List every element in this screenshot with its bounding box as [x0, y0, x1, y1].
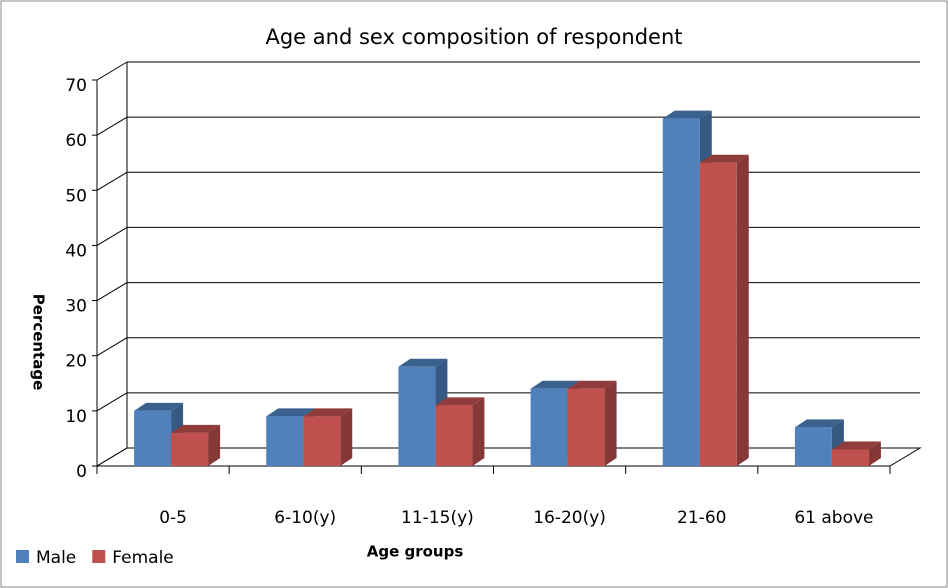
bar-front	[134, 410, 172, 466]
bar	[303, 408, 353, 466]
x-tick-label: 21-60	[677, 508, 726, 528]
grid-line	[96, 171, 128, 191]
bar-front	[567, 388, 605, 466]
bar-top	[831, 441, 881, 450]
bar-front	[699, 162, 737, 466]
bar-top	[171, 424, 221, 433]
bar	[435, 397, 485, 466]
bar-top	[266, 408, 316, 417]
y-axis-title: Percentage	[30, 294, 48, 391]
legend-label: Male	[36, 548, 76, 568]
bar-top	[134, 402, 184, 411]
legend-label: Female	[112, 548, 173, 568]
x-tick-label: 16-20(y)	[533, 508, 606, 528]
bar-top	[530, 380, 580, 389]
grid-line	[96, 282, 128, 302]
x-tick-label: 61 above	[794, 508, 873, 528]
y-tick-label: 10	[65, 407, 87, 427]
grid-line	[96, 337, 128, 357]
x-tick-label: 11-15(y)	[401, 508, 474, 528]
grid-line	[96, 392, 128, 412]
bar-front	[530, 388, 568, 466]
bar-side	[472, 397, 485, 466]
bar-top	[398, 358, 448, 367]
y-tick-label: 70	[65, 76, 87, 96]
bar-side	[736, 154, 749, 466]
bar-side	[340, 408, 353, 466]
y-tick-label: 30	[65, 297, 87, 317]
bar	[831, 441, 881, 466]
bar-front	[398, 366, 436, 466]
bar-top	[794, 419, 844, 428]
bar-top	[435, 397, 485, 406]
bar-front	[662, 118, 700, 466]
y-tick-label: 50	[65, 186, 87, 206]
y-tick-label: 0	[76, 462, 87, 482]
bar	[171, 424, 221, 466]
x-axis-title: Age groups	[367, 543, 464, 561]
bar-front	[794, 427, 832, 466]
bar-front	[266, 416, 304, 466]
bar	[567, 380, 617, 466]
y-tick-label: 60	[65, 131, 87, 151]
bar-top	[699, 154, 749, 163]
bar-side	[868, 441, 881, 466]
grid-line	[96, 447, 128, 467]
bar-top	[303, 408, 353, 417]
grid-line	[96, 226, 128, 246]
grid-line	[96, 116, 128, 136]
bar-front	[831, 449, 869, 466]
bar-front	[303, 416, 341, 466]
bar-side	[604, 380, 617, 466]
bar-front	[435, 405, 473, 466]
bar-top	[662, 110, 712, 119]
bar	[699, 154, 749, 466]
x-tick-label: 0-5	[159, 508, 187, 528]
chart-title: Age and sex composition of respondent	[265, 25, 682, 49]
bar-side	[208, 424, 221, 466]
y-tick-label: 20	[65, 352, 87, 372]
bar-top	[567, 380, 617, 389]
bar-front	[171, 432, 209, 466]
legend-swatch	[92, 550, 106, 563]
grid-line	[96, 61, 128, 81]
x-tick-label: 6-10(y)	[274, 508, 336, 528]
y-tick-label: 40	[65, 241, 87, 261]
legend-swatch	[16, 550, 29, 563]
bar	[794, 419, 844, 466]
